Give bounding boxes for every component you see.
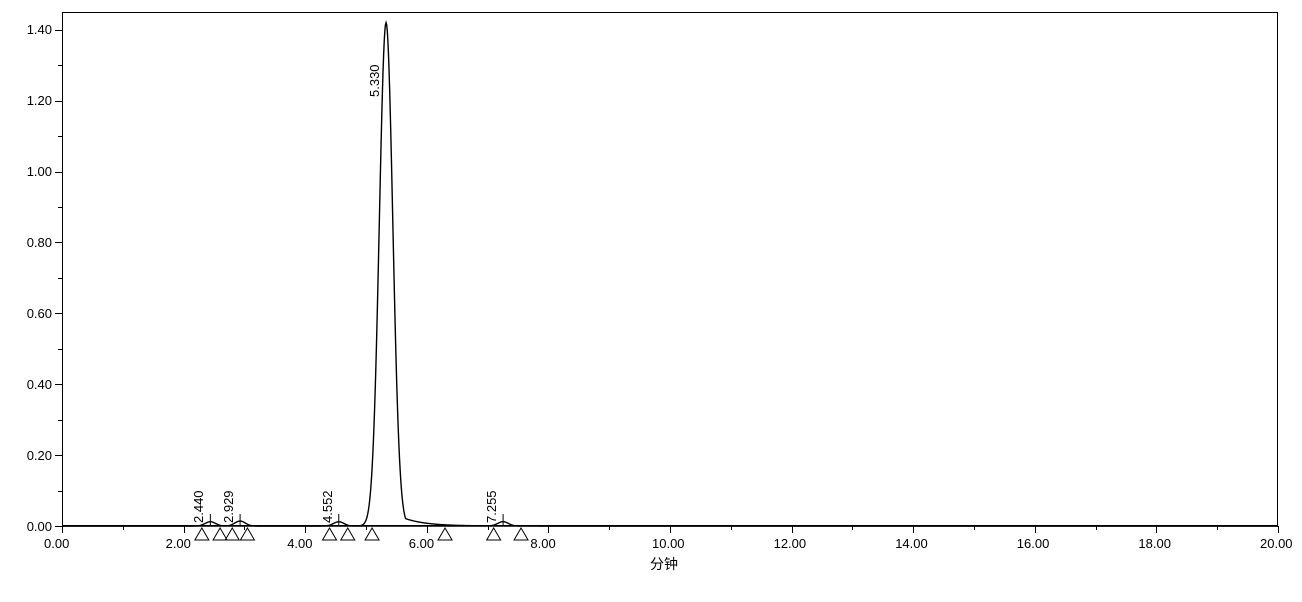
y-tick-label: 1.40 xyxy=(27,22,52,37)
x-tick-label: 12.00 xyxy=(774,536,807,551)
x-major-tick xyxy=(427,526,428,533)
y-major-tick xyxy=(55,384,62,385)
integration-marker xyxy=(213,528,227,540)
x-major-tick xyxy=(184,526,185,533)
y-major-tick xyxy=(55,30,62,31)
peak-label: 2.929 xyxy=(221,490,236,523)
integration-marker xyxy=(323,528,337,540)
x-minor-tick xyxy=(366,526,367,530)
x-tick-label: 20.00 xyxy=(1260,536,1293,551)
y-minor-tick xyxy=(58,278,62,279)
x-major-tick xyxy=(548,526,549,533)
x-axis-label: 分钟 xyxy=(650,554,678,574)
integration-marker xyxy=(240,528,254,540)
y-minor-tick xyxy=(58,65,62,66)
x-major-tick xyxy=(1156,526,1157,533)
peak-label: 5.330 xyxy=(367,64,382,97)
y-major-tick xyxy=(55,526,62,527)
integration-marker xyxy=(438,528,452,540)
integration-marker xyxy=(195,528,209,540)
x-minor-tick xyxy=(1217,526,1218,530)
y-tick-label: 0.60 xyxy=(27,306,52,321)
x-minor-tick xyxy=(123,526,124,530)
y-tick-label: 0.20 xyxy=(27,448,52,463)
x-minor-tick xyxy=(974,526,975,530)
y-major-tick xyxy=(55,101,62,102)
chromatogram-canvas: 分钟 0.00 0.20 0.40 0.60 0.80 1.00 1.20 1.40 0.00 2… xyxy=(0,0,1302,602)
integration-marker xyxy=(341,528,355,540)
x-major-tick xyxy=(913,526,914,533)
y-tick-label: 0.40 xyxy=(27,377,52,392)
y-tick-label: 1.20 xyxy=(27,93,52,108)
chromatogram-trace xyxy=(62,23,1278,526)
x-tick-label: 2.00 xyxy=(166,536,191,551)
y-tick-label: 1.00 xyxy=(27,164,52,179)
x-tick-label: 18.00 xyxy=(1138,536,1171,551)
x-tick-label: 0.00 xyxy=(44,536,69,551)
peak-label: 7.255 xyxy=(484,490,499,523)
y-major-tick xyxy=(55,242,62,243)
peak-label: 2.440 xyxy=(191,490,206,523)
y-minor-tick xyxy=(58,420,62,421)
x-major-tick xyxy=(1035,526,1036,533)
y-minor-tick xyxy=(58,491,62,492)
x-major-tick xyxy=(670,526,671,533)
x-minor-tick xyxy=(609,526,610,530)
x-minor-tick xyxy=(852,526,853,530)
x-major-tick xyxy=(305,526,306,533)
x-minor-tick xyxy=(488,526,489,530)
x-major-tick xyxy=(62,526,63,533)
y-major-tick xyxy=(55,172,62,173)
peak-label: 4.552 xyxy=(320,490,335,523)
x-minor-tick xyxy=(1096,526,1097,530)
y-minor-tick xyxy=(58,136,62,137)
x-major-tick xyxy=(792,526,793,533)
x-tick-label: 6.00 xyxy=(409,536,434,551)
integration-marker xyxy=(487,528,501,540)
x-tick-label: 4.00 xyxy=(287,536,312,551)
y-minor-tick xyxy=(58,349,62,350)
x-tick-label: 8.00 xyxy=(530,536,555,551)
x-minor-tick xyxy=(731,526,732,530)
y-tick-label: 0.00 xyxy=(27,519,52,534)
y-tick-label: 0.80 xyxy=(27,235,52,250)
x-tick-label: 14.00 xyxy=(895,536,928,551)
integration-marker xyxy=(365,528,379,540)
y-major-tick xyxy=(55,313,62,314)
integration-marker xyxy=(514,528,528,540)
x-major-tick xyxy=(1278,526,1279,533)
integration-marker xyxy=(225,528,239,540)
x-tick-label: 10.00 xyxy=(652,536,685,551)
x-minor-tick xyxy=(244,526,245,530)
x-tick-label: 16.00 xyxy=(1017,536,1050,551)
y-major-tick xyxy=(55,455,62,456)
y-minor-tick xyxy=(58,207,62,208)
